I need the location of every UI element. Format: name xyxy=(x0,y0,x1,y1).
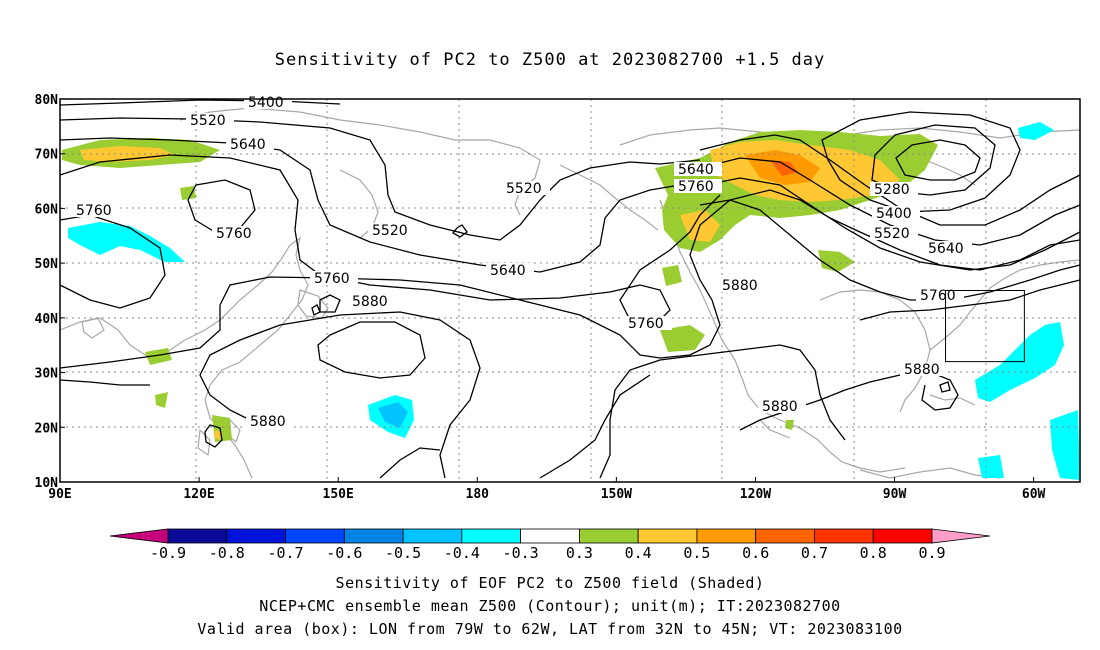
lon-tick-label: 60W xyxy=(1022,487,1046,502)
colorbar-label: 0.9 xyxy=(918,544,945,562)
colorbar-swatch xyxy=(814,528,874,544)
contour-label: 5760 xyxy=(678,179,714,195)
colorbar-swatch xyxy=(872,528,933,544)
colorbar-end-right xyxy=(931,528,991,544)
contour-label: 5880 xyxy=(904,362,940,378)
colorbar-swatch xyxy=(461,528,522,544)
contour-label: 5400 xyxy=(248,95,284,111)
z500-contours xyxy=(59,99,1081,479)
longitude-labels: 90E 120E 150E 180 150W 120W 90W 60W xyxy=(48,477,1046,502)
colorbar xyxy=(109,528,991,544)
colorbar-label: -0.7 xyxy=(267,544,303,562)
colorbar-swatch xyxy=(343,528,404,544)
lon-tick-label: 150E xyxy=(323,487,354,502)
contour-label: 5760 xyxy=(76,203,112,219)
lat-tick-label: 80N xyxy=(35,93,59,108)
grid-lines xyxy=(60,99,1080,482)
contour-label: 5640 xyxy=(678,162,714,178)
colorbar-labels: -0.9 -0.8 -0.7 -0.6 -0.5 -0.4 -0.3 0.3 0.4 0.5 0.6… xyxy=(150,544,946,562)
lon-tick-label: 120E xyxy=(183,487,214,502)
colorbar-swatch xyxy=(226,528,286,544)
contour-label: 5880 xyxy=(352,294,388,310)
latitude-labels: 80N 70N 60N 50N 40N 30N 20N 10N xyxy=(35,93,65,491)
colorbar-label: 0.7 xyxy=(801,544,828,562)
contour-label: 5760 xyxy=(314,271,350,287)
lon-tick-label: 90E xyxy=(48,487,71,502)
colorbar-label: 0.4 xyxy=(625,544,652,562)
contour-label: 5880 xyxy=(762,399,798,415)
contour-label: 5280 xyxy=(874,182,910,198)
lon-tick-label: 150W xyxy=(601,487,632,502)
contour-label: 5640 xyxy=(230,137,266,153)
colorbar-swatch xyxy=(637,528,698,544)
contour-label: 5880 xyxy=(722,278,758,294)
lat-tick-label: 30N xyxy=(35,367,59,382)
lat-tick-label: 10N xyxy=(35,476,59,491)
contour-label: 5520 xyxy=(190,113,226,129)
colorbar-label: -0.8 xyxy=(209,544,245,562)
contour-label: 5760 xyxy=(628,316,664,332)
colorbar-label: -0.5 xyxy=(385,544,421,562)
lat-tick-label: 40N xyxy=(35,312,59,327)
colorbar-label: -0.4 xyxy=(444,544,480,562)
contour-label: 5520 xyxy=(372,223,408,239)
lat-tick-label: 20N xyxy=(35,421,59,436)
contour-label: 5520 xyxy=(874,226,910,242)
contour-labels: 5400 5520 5640 5760 5760 5760 5760 5760 … xyxy=(72,95,972,430)
map-title: Sensitivity of PC2 to Z500 at 2023082700… xyxy=(274,50,826,70)
colorbar-label: -0.6 xyxy=(326,544,362,562)
lon-tick-label: 180 xyxy=(466,487,490,502)
lon-tick-label: 90W xyxy=(883,487,907,502)
colorbar-end-left xyxy=(109,528,169,544)
caption-contour: NCEP+CMC ensemble mean Z500 (Contour); u… xyxy=(259,597,841,615)
contour-label: 5400 xyxy=(876,206,912,222)
colorbar-label: 0.8 xyxy=(860,544,887,562)
caption-shading: Sensitivity of EOF PC2 to Z500 field (Sh… xyxy=(335,574,765,592)
caption-valid-area: Valid area (box): LON from 79W to 62W, L… xyxy=(197,620,903,638)
contour-label: 5640 xyxy=(490,263,526,279)
contour-label: 5760 xyxy=(920,288,956,304)
colorbar-swatch xyxy=(285,528,345,544)
colorbar-swatch xyxy=(755,528,815,544)
colorbar-swatch xyxy=(167,528,228,544)
colorbar-swatch xyxy=(696,528,757,544)
lon-tick-label: 120W xyxy=(740,487,771,502)
colorbar-label: 0.5 xyxy=(683,544,710,562)
map-frame xyxy=(59,98,1081,483)
colorbar-swatch xyxy=(578,528,639,544)
colorbar-label: -0.3 xyxy=(503,544,539,562)
contour-label: 5880 xyxy=(250,414,286,430)
colorbar-swatch xyxy=(520,528,580,544)
colorbar-label: 0.6 xyxy=(742,544,769,562)
contour-label: 5520 xyxy=(506,181,542,197)
colorbar-label: 0.3 xyxy=(566,544,593,562)
lat-tick-label: 50N xyxy=(35,257,59,272)
lat-tick-label: 70N xyxy=(35,148,59,163)
contour-label: 5640 xyxy=(928,241,964,257)
colorbar-label: -0.9 xyxy=(150,544,186,562)
valid-area-box xyxy=(945,290,1025,363)
lat-tick-label: 60N xyxy=(35,202,59,217)
colorbar-swatch xyxy=(402,528,463,544)
contour-label: 5760 xyxy=(216,226,252,242)
